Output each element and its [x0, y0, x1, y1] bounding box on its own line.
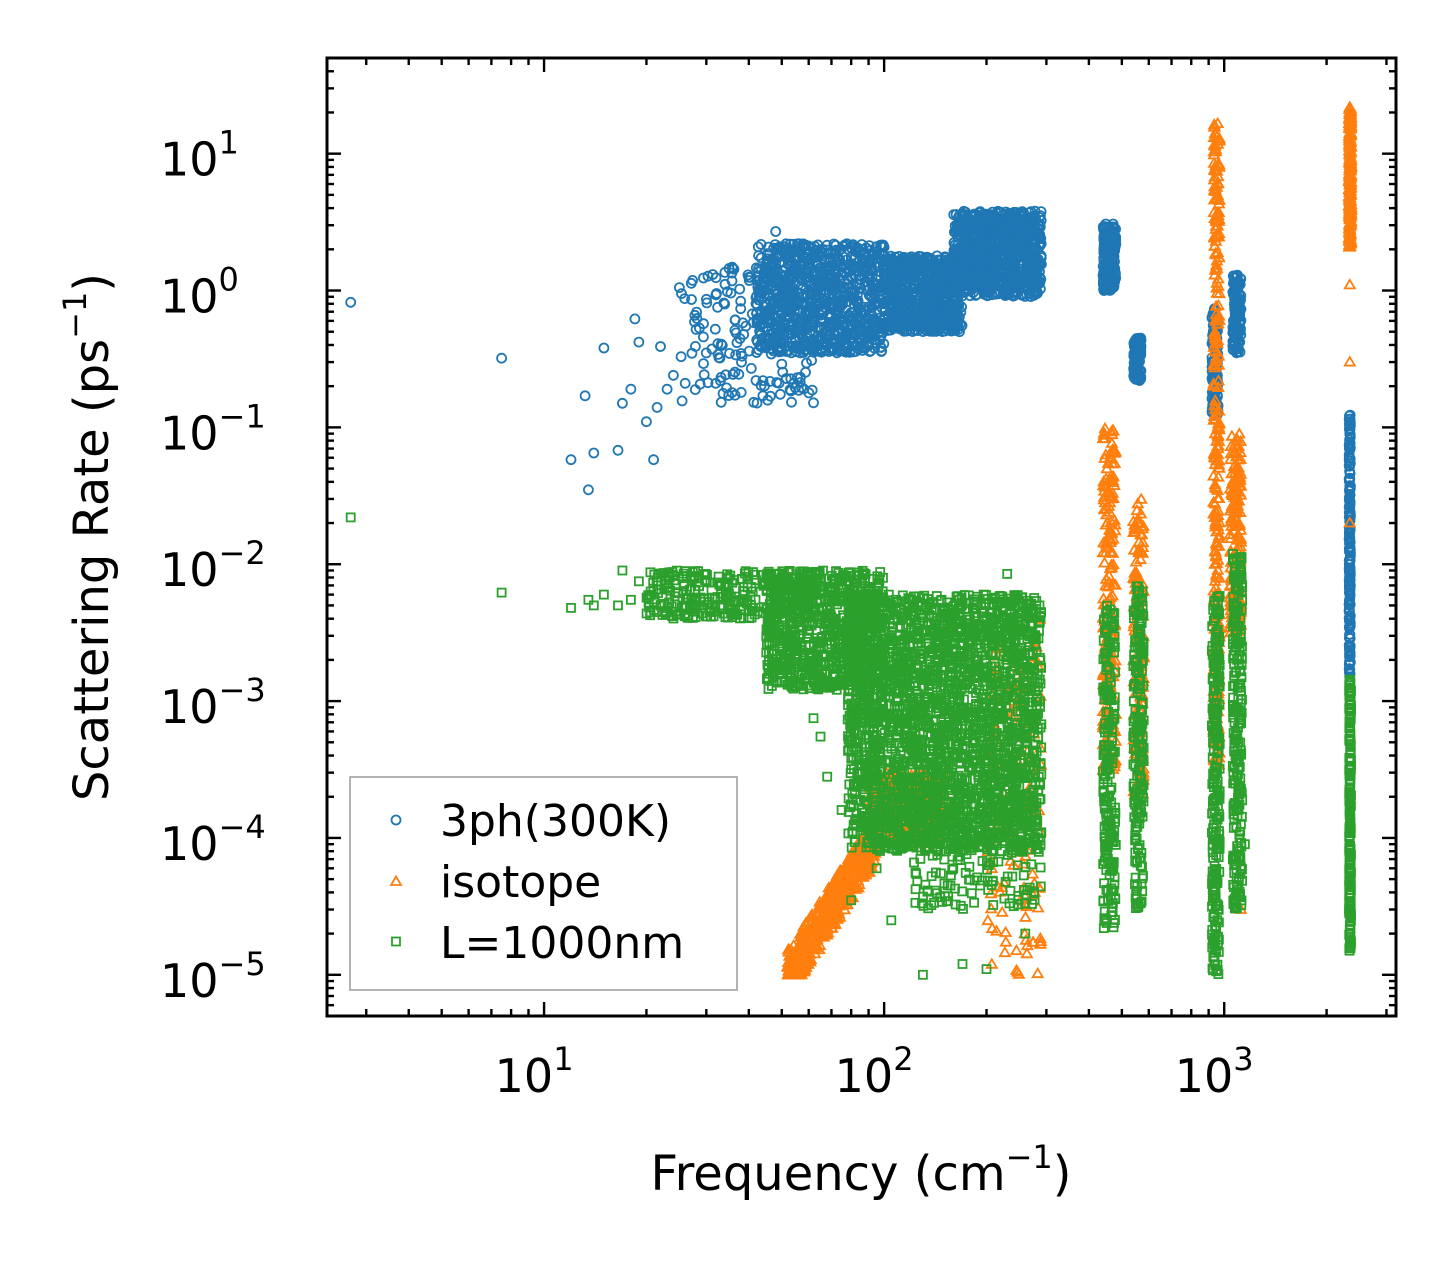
- 3ph-point: [715, 396, 727, 408]
- 3ph-point: [729, 314, 741, 326]
- 3ph-point: [674, 282, 685, 294]
- 3ph-point: [771, 377, 783, 388]
- 3ph-point: [661, 383, 673, 395]
- isotope-point: [998, 945, 1012, 958]
- 3ph-point: [641, 416, 652, 428]
- 3ph-point: [719, 298, 731, 310]
- 3ph-point: [729, 324, 741, 336]
- isotope-point: [1009, 943, 1023, 956]
- 3ph-point: [698, 358, 709, 370]
- 3ph-point: [729, 366, 741, 378]
- 3ph-point: [686, 294, 697, 305]
- 3ph-point: [617, 397, 628, 409]
- 3ph-point: [345, 296, 357, 308]
- 3ph-point: [676, 395, 688, 407]
- 3ph-point: [725, 287, 737, 299]
- 3ph-point: [715, 338, 727, 350]
- 3ph-point: [583, 484, 594, 496]
- 3ph-point: [808, 397, 819, 409]
- 3ph-point: [731, 337, 743, 349]
- 3ph-point: [625, 383, 637, 395]
- 3ph-point: [668, 369, 679, 381]
- 3ph-point: [686, 347, 698, 359]
- 3ph-point: [698, 272, 709, 284]
- 3ph-point: [785, 385, 797, 397]
- 3ph-point: [691, 313, 703, 324]
- isotope-point: [995, 905, 1009, 917]
- 3ph-point: [579, 390, 591, 402]
- 3ph-point: [765, 390, 776, 402]
- 3ph-point: [753, 250, 764, 262]
- 3ph-point: [698, 369, 710, 381]
- 3ph-point: [679, 377, 691, 389]
- 3ph-point: [598, 342, 610, 354]
- 3ph-point: [720, 369, 732, 381]
- 3ph-point: [612, 444, 624, 456]
- 3ph-point: [786, 396, 797, 408]
- 3ph-point: [675, 351, 687, 363]
- 3ph-point: [735, 295, 747, 307]
- 3ph-point: [698, 331, 709, 343]
- 3ph-point: [691, 306, 702, 318]
- 3ph-point: [798, 383, 810, 395]
- 3ph-point: [676, 288, 687, 300]
- 3ph-point: [496, 352, 508, 364]
- 3ph-point: [655, 341, 666, 352]
- 3ph-point: [734, 283, 746, 295]
- 3ph-point: [633, 336, 645, 348]
- 3ph-point: [687, 274, 698, 286]
- 3ph-point: [727, 368, 739, 380]
- 3ph-point: [774, 388, 786, 400]
- 3ph-point: [698, 318, 709, 330]
- 3ph-point: [710, 272, 722, 284]
- isotope-point: [1097, 556, 1112, 568]
- 3ph-point: [770, 226, 782, 237]
- 3ph-point: [757, 375, 769, 387]
- 3ph-point: [735, 348, 747, 359]
- isotope-point: [981, 913, 995, 926]
- 3ph-point: [694, 378, 706, 390]
- isotope-point: [1031, 966, 1045, 979]
- 3ph-point: [745, 362, 757, 374]
- 3ph-point: [777, 366, 789, 378]
- 3ph-point: [730, 349, 742, 361]
- 3ph-point: [712, 348, 724, 360]
- 3ph-point: [735, 303, 747, 315]
- 3ph-point: [723, 390, 735, 401]
- 3ph-point: [651, 401, 663, 413]
- 3ph-point: [565, 454, 577, 466]
- 3ph-point: [748, 396, 760, 408]
- 3ph-point: [648, 454, 659, 466]
- isotope-point: [1018, 910, 1033, 922]
- isotope-point: [999, 935, 1013, 947]
- 3ph-point: [701, 293, 712, 305]
- 3ph-point: [719, 278, 731, 290]
- 3ph-point: [709, 323, 721, 335]
- 3ph-point: [717, 387, 729, 399]
- 3ph-point: [710, 289, 722, 301]
- 3ph-point: [785, 373, 797, 385]
- 3ph-point: [629, 313, 641, 325]
- data-markers: [345, 100, 1358, 980]
- isotope-point: [985, 957, 999, 969]
- 3ph-point: [800, 366, 811, 378]
- 3ph-point: [588, 447, 600, 459]
- 3ph-point: [724, 347, 735, 359]
- 3ph-point: [729, 389, 741, 401]
- 3ph-point: [701, 297, 713, 309]
- 3ph-point: [707, 269, 719, 280]
